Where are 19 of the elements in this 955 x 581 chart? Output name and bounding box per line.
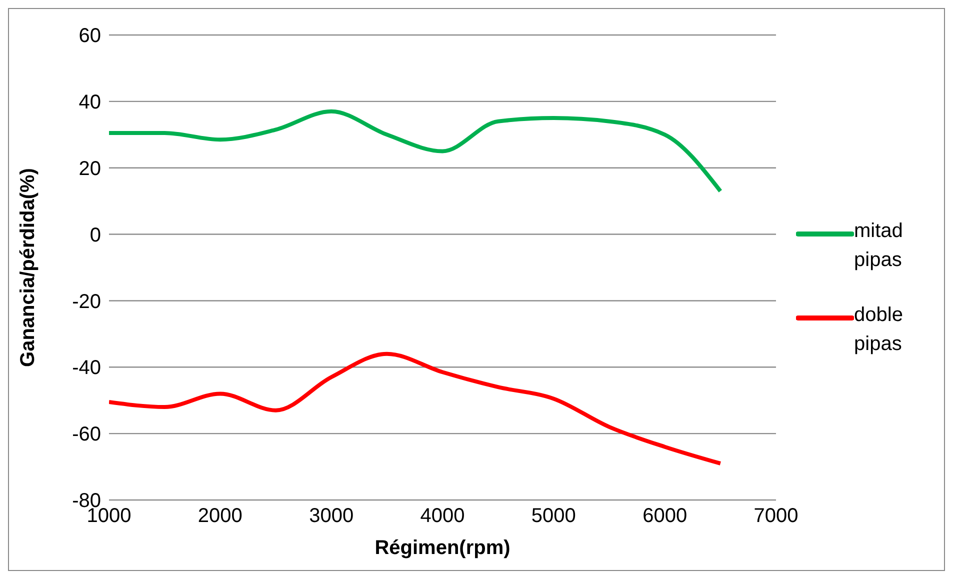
y-tick-label: 20: [78, 158, 101, 180]
x-tick-label: 7000: [754, 505, 798, 528]
y-tick-label: 0: [90, 224, 101, 246]
y-tick-label: 60: [78, 25, 101, 48]
y-tick-label: -40: [72, 357, 101, 380]
line-series: [109, 352, 722, 466]
y-tick-label: 40: [78, 92, 101, 114]
x-tick-label: 6000: [642, 505, 688, 528]
x-axis-title: Régimen(rpm): [374, 537, 510, 560]
line-series: [109, 109, 722, 194]
y-tick-label: -20: [72, 290, 101, 313]
y-tick-label: -60: [72, 424, 101, 446]
x-tick-label: 5000: [531, 505, 576, 528]
x-tick-label: 4000: [420, 505, 465, 528]
legend-label: mitad pipas: [854, 218, 904, 272]
x-tick-label: 2000: [198, 505, 242, 528]
y-axis-title: Ganancia/pérdida(%): [17, 168, 40, 367]
legend-label: doble pipas: [854, 302, 904, 356]
x-tick-label: 3000: [309, 505, 354, 528]
